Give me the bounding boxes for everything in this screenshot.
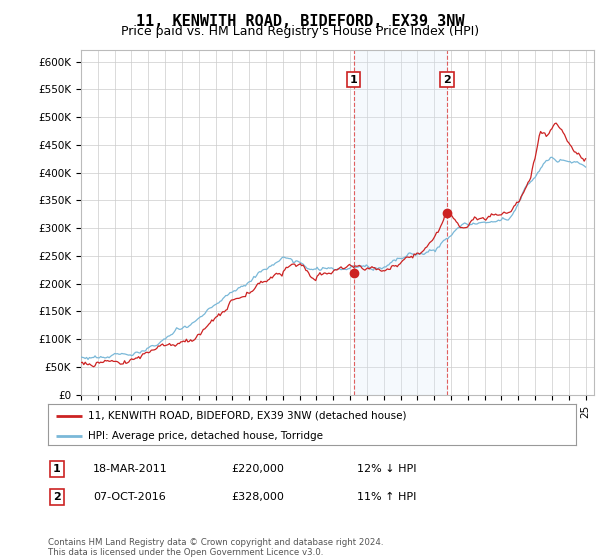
Bar: [353, 50, 447, 395]
Text: 2: 2: [53, 492, 61, 502]
Text: Price paid vs. HM Land Registry's House Price Index (HPI): Price paid vs. HM Land Registry's House …: [121, 25, 479, 38]
Text: HPI: Average price, detached house, Torridge: HPI: Average price, detached house, Torr…: [88, 431, 323, 441]
Text: 12% ↓ HPI: 12% ↓ HPI: [357, 464, 416, 474]
Text: 18-MAR-2011: 18-MAR-2011: [93, 464, 168, 474]
Text: 11% ↑ HPI: 11% ↑ HPI: [357, 492, 416, 502]
Text: 07-OCT-2016: 07-OCT-2016: [93, 492, 166, 502]
Text: £328,000: £328,000: [231, 492, 284, 502]
Text: 1: 1: [350, 74, 358, 85]
Text: 11, KENWITH ROAD, BIDEFORD, EX39 3NW (detached house): 11, KENWITH ROAD, BIDEFORD, EX39 3NW (de…: [88, 411, 406, 421]
Text: £220,000: £220,000: [231, 464, 284, 474]
Text: 1: 1: [53, 464, 61, 474]
Text: 2: 2: [443, 74, 451, 85]
Text: 11, KENWITH ROAD, BIDEFORD, EX39 3NW: 11, KENWITH ROAD, BIDEFORD, EX39 3NW: [136, 14, 464, 29]
Text: Contains HM Land Registry data © Crown copyright and database right 2024.
This d: Contains HM Land Registry data © Crown c…: [48, 538, 383, 557]
